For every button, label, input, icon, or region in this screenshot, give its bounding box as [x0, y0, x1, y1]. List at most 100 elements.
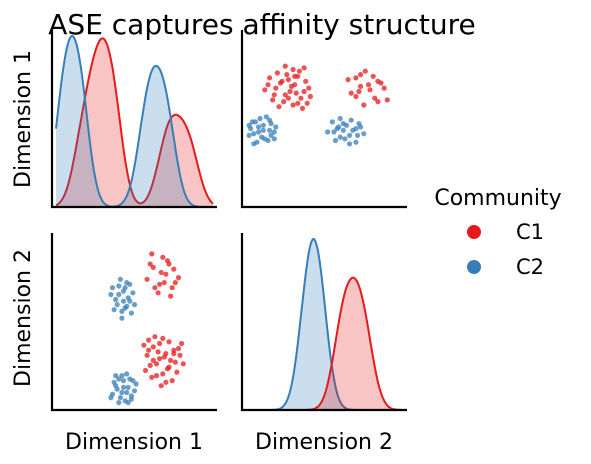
scatter-point-s21-c1-0 — [150, 344, 156, 350]
scatter-point-s21-c1-15 — [166, 339, 172, 345]
scatter-point-s21-c2-27 — [109, 285, 116, 291]
scatter-point-s12-c1-13 — [274, 70, 280, 76]
scatter-point-s12-c1-35 — [365, 82, 372, 88]
scatter-point-s21-c1-3 — [144, 352, 150, 358]
legend-marker-c1 — [467, 225, 481, 239]
scatter-point-s21-c2-6 — [125, 384, 131, 390]
scatter-point-s21-c1-29 — [179, 340, 185, 347]
scatter-point-s12-c1-50 — [375, 99, 381, 105]
scatter-point-s21-c1-43 — [149, 251, 155, 257]
scatter-point-s12-c1-38 — [381, 85, 387, 91]
scatter-point-s12-c2-25 — [347, 132, 353, 138]
scatter-point-s21-c1-6 — [153, 373, 160, 379]
scatter-point-s12-c1-22 — [307, 93, 313, 100]
scatter-point-s21-c2-4 — [120, 378, 127, 384]
scatter-point-s21-c2-45 — [120, 298, 127, 304]
scatter-point-s12-c1-31 — [265, 82, 271, 88]
scatter-point-s21-c1-1 — [157, 356, 163, 362]
scatter-point-s21-c2-19 — [116, 376, 122, 382]
scatter-point-s21-c2-0 — [117, 395, 123, 401]
scatter-point-s21-c1-46 — [152, 285, 158, 291]
scatter-point-s21-c2-18 — [128, 393, 134, 399]
scatter-point-s12-c2-10 — [265, 137, 271, 144]
scatter-point-s21-c2-14 — [133, 381, 139, 387]
scatter-point-s12-c1-51 — [358, 72, 364, 78]
scatter-point-s12-c2-9 — [271, 129, 277, 135]
scatter-point-s21-c2-34 — [125, 295, 131, 301]
scatter-point-s12-c1-39 — [361, 102, 367, 108]
scatter-point-s12-c1-21 — [288, 83, 295, 89]
scatter-point-s12-c1-41 — [348, 90, 354, 96]
scatter-point-s12-c2-23 — [267, 117, 273, 123]
legend: Community C1 C2 — [434, 186, 561, 279]
scatter-point-s21-c1-35 — [163, 271, 169, 277]
density-fill-d11-c2 — [56, 36, 213, 207]
scatter-point-s12-c1-12 — [262, 87, 268, 93]
scatter-point-s21-c1-42 — [175, 275, 182, 281]
scatter-point-s12-c2-44 — [348, 117, 354, 123]
scatter-point-s12-c1-49 — [345, 77, 351, 83]
scatter-point-s21-c1-10 — [141, 342, 147, 348]
scatter-point-s21-c1-22 — [152, 334, 158, 340]
scatter-point-s12-c2-21 — [246, 122, 252, 128]
scatter-point-s12-c2-41 — [347, 141, 353, 147]
scatter-point-s21-c2-35 — [117, 276, 123, 282]
scatter-point-s21-c1-44 — [161, 280, 167, 286]
scatter-point-s12-c2-4 — [267, 127, 273, 133]
scatter-point-s21-c1-30 — [146, 337, 152, 343]
scatter-point-s21-c1-37 — [169, 285, 175, 291]
scatter-point-s21-c1-5 — [160, 335, 166, 341]
scatter-point-s21-c1-32 — [153, 361, 160, 367]
scatter-point-s12-c1-14 — [285, 95, 291, 101]
scatter-point-s12-c1-10 — [299, 105, 306, 111]
scatter-point-s12-c1-46 — [353, 93, 359, 100]
scatter-point-s21-c2-7 — [116, 400, 122, 406]
scatter-point-s12-c2-15 — [251, 141, 257, 147]
scatter-point-s12-c2-6 — [260, 122, 266, 128]
scatter-point-s21-c2-25 — [116, 291, 122, 298]
scatter-point-s12-c1-7 — [285, 77, 291, 83]
scatter-point-s12-c1-23 — [296, 68, 302, 74]
scatter-point-s21-c2-16 — [124, 371, 130, 377]
scatter-point-s12-c1-37 — [353, 75, 359, 81]
scatter-point-s12-c1-42 — [362, 68, 368, 74]
scatter-point-s21-c2-30 — [114, 302, 120, 308]
scatter-point-s12-c2-31 — [329, 119, 335, 125]
scatter-point-s21-c1-34 — [157, 281, 163, 287]
scatter-point-s21-c1-20 — [142, 367, 149, 374]
scatter-point-s12-c1-19 — [267, 75, 273, 81]
scatter-point-s12-c2-18 — [252, 119, 258, 125]
scatter-point-s12-c2-8 — [257, 115, 263, 122]
scatter-point-s12-c2-22 — [271, 136, 277, 142]
scatter-point-s21-c1-18 — [157, 340, 163, 347]
scatter-point-s21-c2-17 — [119, 389, 125, 396]
scatter-point-s12-c1-30 — [304, 100, 310, 106]
scatter-point-s12-c1-48 — [367, 87, 373, 93]
density-fill-d22-c2 — [246, 239, 403, 410]
panel-grid — [50, 30, 407, 412]
scatter-point-s12-c2-38 — [353, 126, 359, 132]
scatter-point-s12-c2-27 — [353, 139, 359, 145]
scatter-point-s21-c2-10 — [111, 379, 117, 385]
scatter-point-s12-c1-44 — [358, 83, 364, 89]
scatter-point-s21-c2-31 — [128, 310, 134, 316]
scatter-point-s12-c1-43 — [384, 97, 390, 103]
x-label-dimension-2: Dimension 2 — [255, 430, 393, 455]
scatter-point-s21-c2-21 — [125, 400, 131, 406]
scatter-point-s21-c1-12 — [158, 383, 164, 389]
scatter-point-s12-c1-28 — [273, 85, 279, 91]
scatter-point-s12-c1-26 — [293, 90, 299, 96]
scatter-point-s21-c2-28 — [119, 315, 125, 321]
scatter-point-s12-c1-0 — [298, 95, 304, 101]
scatter-point-s12-c2-36 — [337, 115, 343, 122]
scatter-point-s21-c2-8 — [131, 388, 138, 394]
scatter-point-s12-c2-14 — [263, 114, 269, 120]
scatter-point-s21-c1-36 — [150, 264, 156, 270]
scatter-point-s12-c2-40 — [356, 121, 362, 127]
scatter-point-s21-c1-50 — [147, 261, 153, 267]
x-label-dimension-1: Dimension 1 — [65, 430, 203, 455]
scatter-point-s21-c2-44 — [130, 290, 136, 296]
scatter-point-s12-c2-45 — [340, 127, 346, 133]
scatter-point-s21-c1-41 — [155, 290, 161, 296]
